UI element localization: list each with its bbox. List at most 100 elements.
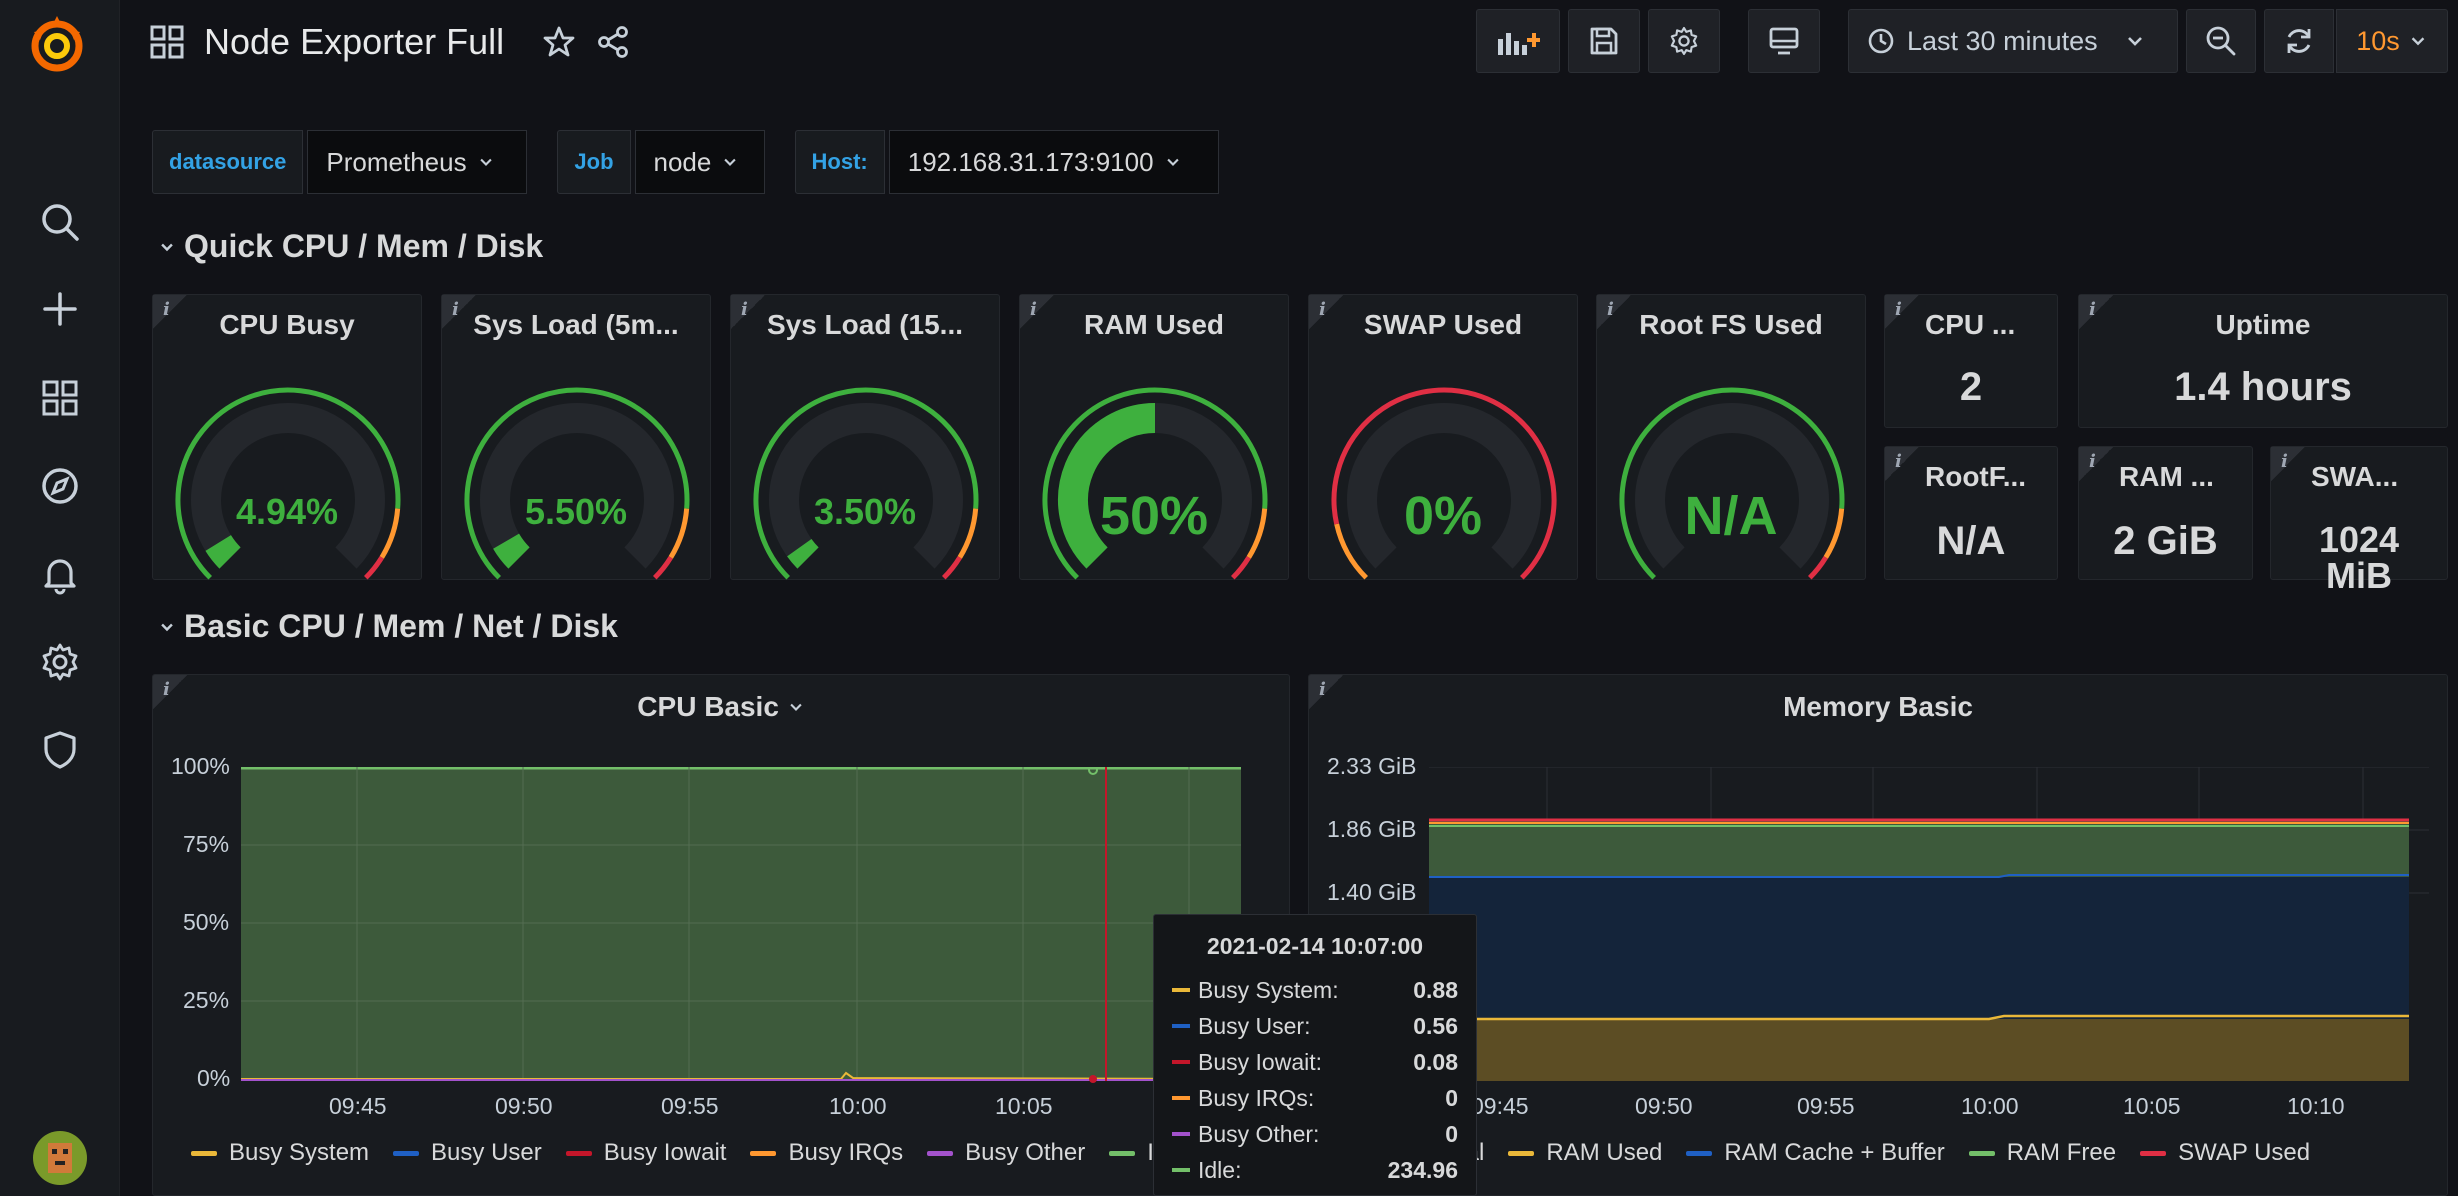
info-icon[interactable]: i [1020,295,1054,329]
legend-item[interactable]: RAM Free [1968,1139,2116,1167]
stat-value: 1.4 hours [2174,365,2352,409]
series-swatch [1172,1168,1190,1172]
shield-icon[interactable] [36,726,84,774]
series-name: Idle: [1198,1156,1242,1183]
gauge-panel-cpu-busy[interactable]: i CPU Busy 4.94% [152,294,422,580]
legend-label: Busy IRQs [788,1139,904,1166]
share-icon[interactable] [596,25,630,59]
gauge-panel-ram-used[interactable]: i RAM Used 50% [1019,294,1289,580]
graph-panel-cpu-basic[interactable]: i CPU Basic 100% 75% 50% 25% 0% 09:45 09… [152,674,1290,1196]
chevron-down-icon [161,243,173,251]
legend-label: Busy Other [965,1139,1086,1166]
time-picker-button[interactable]: Last 30 minutes [1848,9,2178,73]
legend-item[interactable]: SWAP Used [2140,1139,2310,1167]
info-icon[interactable]: i [1885,295,1919,329]
grafana-logo[interactable] [24,10,90,76]
search-icon[interactable] [36,198,84,246]
save-dashboard-button[interactable] [1568,9,1640,73]
alerting-icon[interactable] [36,550,84,598]
panel-title: Memory Basic [1783,691,1973,722]
gauge-value: 0% [1403,486,1483,546]
info-icon[interactable]: i [1309,295,1343,329]
ram-used-area [1429,1019,2409,1081]
info-icon[interactable]: i [153,675,187,709]
graph-panel-memory-basic[interactable]: i Memory Basic 2.33 GiB 1.86 GiB 1.40 Gi… [1308,674,2448,1196]
legend-item[interactable]: Busy IRQs [750,1139,903,1167]
info-icon[interactable]: i [2079,447,2113,481]
variable-select-host[interactable]: 192.168.31.173:9100 [888,130,1219,194]
panel-title: SWAP Used [1363,309,1523,340]
variable-select-datasource[interactable]: Prometheus [307,130,528,194]
series-swatch [1172,988,1190,992]
tooltip-row: Idle: 234.96 [1172,1152,1458,1188]
hover-point [1089,1075,1097,1083]
info-icon[interactable]: i [731,295,765,329]
refresh-interval-picker[interactable]: 10s [2336,9,2448,73]
refresh-button[interactable] [2264,9,2334,73]
panel-title[interactable]: CPU Basic [153,691,1289,723]
x-tick: 10:00 [829,1093,887,1119]
series-swatch [1172,1096,1190,1100]
series-name: Busy User: [1198,1012,1311,1039]
info-icon[interactable]: i [2079,295,2113,329]
cpu-graph[interactable] [241,767,1245,1085]
variable-select-job[interactable]: node [634,130,765,194]
settings-icon[interactable] [36,638,84,686]
x-tick: 09:45 [329,1093,387,1119]
gauge-fill [205,534,241,569]
zoom-out-icon [2206,26,2236,56]
variable-value: 192.168.31.173:9100 [907,146,1154,177]
info-icon[interactable]: i [1597,295,1631,329]
variable-value: Prometheus [326,146,467,177]
star-icon[interactable] [542,25,576,59]
stat-panel-rootfs[interactable]: i RootF... N/A [1884,446,2058,580]
row-title: Quick CPU / Mem / Disk [184,228,544,264]
chevron-down-icon [479,158,492,166]
dashboards-icon[interactable] [36,374,84,422]
sidebar [0,0,120,1196]
legend-label: RAM Cache + Buffer [1724,1139,1945,1166]
info-icon[interactable]: i [442,295,476,329]
chevron-down-icon [790,703,802,711]
legend-swatch [565,1150,592,1156]
page-title[interactable]: Node Exporter Full [204,21,505,62]
legend-item[interactable]: Busy System [191,1139,369,1167]
plus-icon[interactable] [36,285,84,333]
stat-panel-swap-total[interactable]: i SWA... 1024 MiB [2270,446,2448,596]
gauge-panel-sys-load-5m[interactable]: i Sys Load (5m... 5.50% [441,294,711,580]
info-icon[interactable]: i [153,295,187,329]
info-icon[interactable]: i [2271,447,2305,481]
explore-icon[interactable] [36,462,84,510]
series-value: 0 [1445,1120,1458,1147]
stat-panel-uptime[interactable]: i Uptime 1.4 hours [2078,294,2448,428]
legend-swatch [1508,1150,1535,1156]
legend-item[interactable]: Busy Iowait [565,1139,726,1167]
legend-swatch [1968,1150,1995,1156]
info-icon[interactable]: i [1885,447,1919,481]
series-swatch [1172,1024,1190,1028]
gauge-value: 3.50% [813,491,917,532]
legend-item[interactable]: RAM Used [1508,1139,1662,1167]
stat-panel-ram-total[interactable]: i RAM ... 2 GiB [2078,446,2253,580]
zoom-out-button[interactable] [2186,9,2256,73]
legend-swatch [1109,1150,1136,1156]
avatar[interactable] [33,1131,87,1185]
add-panel-button[interactable] [1476,9,1560,73]
y-tick: 100% [171,753,230,779]
cycle-view-mode-button[interactable] [1748,9,1820,73]
row-header-basic[interactable]: Basic CPU / Mem / Net / Disk [158,608,618,645]
hover-point [1088,767,1098,775]
stat-panel-cpu-cores[interactable]: i CPU ... 2 [1884,294,2058,428]
info-icon[interactable]: i [1309,675,1343,709]
gauge-panel-root-fs-used[interactable]: i Root FS Used N/A [1596,294,1866,580]
legend-item[interactable]: Busy Other [927,1139,1085,1167]
dashboard-settings-button[interactable] [1648,9,1720,73]
legend-swatch [1686,1150,1713,1156]
gauge-panel-sys-load-15m[interactable]: i Sys Load (15... 3.50% [730,294,1000,580]
gauge-panel-swap-used[interactable]: i SWAP Used 0% [1308,294,1578,580]
legend-swatch [393,1150,420,1156]
legend-item[interactable]: RAM Cache + Buffer [1686,1139,1945,1167]
row-header-quick[interactable]: Quick CPU / Mem / Disk [158,228,543,265]
legend-item[interactable]: Busy User [393,1139,542,1167]
memory-graph[interactable] [1429,767,2429,1085]
